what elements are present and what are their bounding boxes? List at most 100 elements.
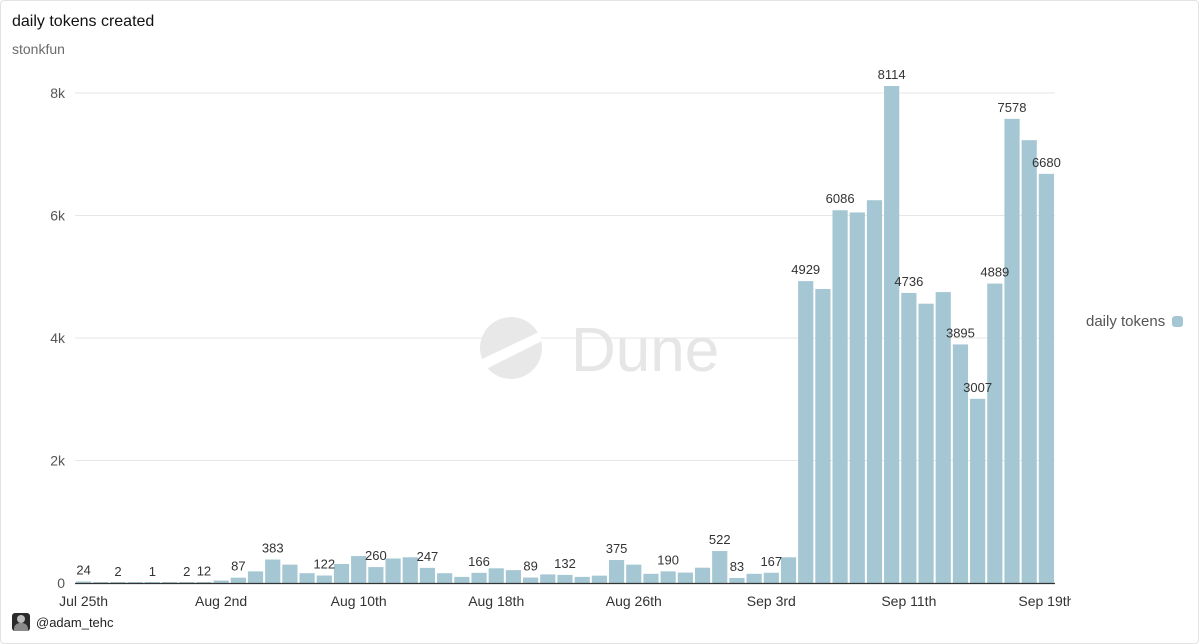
bar[interactable] — [419, 567, 436, 583]
bar[interactable] — [815, 289, 831, 583]
bar[interactable] — [574, 576, 590, 583]
author-handle: @adam_tehc — [36, 614, 114, 630]
author-footer[interactable]: @adam_tehc — [12, 613, 114, 631]
bar[interactable] — [265, 559, 281, 583]
x-tick-label: Sep 3rd — [747, 593, 796, 609]
bar[interactable] — [161, 582, 178, 583]
bar[interactable] — [970, 398, 986, 583]
data-label: 87 — [231, 559, 245, 574]
data-label: 4889 — [980, 265, 1009, 280]
bar[interactable] — [523, 577, 539, 583]
data-label: 83 — [730, 559, 744, 574]
data-label: 3895 — [946, 325, 975, 340]
legend[interactable]: daily tokens — [1086, 313, 1184, 330]
bar[interactable] — [832, 210, 848, 584]
bar[interactable] — [316, 575, 332, 583]
bar[interactable] — [385, 558, 401, 584]
data-label: 167 — [760, 554, 782, 569]
data-label: 522 — [709, 532, 731, 547]
data-label: 122 — [313, 557, 335, 572]
x-tick-label: Aug 26th — [606, 593, 662, 609]
bar[interactable] — [935, 292, 951, 583]
bar[interactable] — [402, 557, 418, 583]
bar[interactable] — [849, 212, 865, 583]
bar[interactable] — [763, 572, 779, 583]
bar[interactable] — [884, 86, 900, 583]
x-tick-label: Aug 10th — [331, 593, 387, 609]
bar[interactable] — [780, 557, 797, 583]
data-label: 4736 — [894, 274, 923, 289]
bar[interactable] — [1004, 118, 1020, 583]
bar[interactable] — [694, 567, 711, 583]
data-label: 12 — [197, 563, 211, 578]
bar[interactable] — [866, 200, 883, 583]
bar[interactable] — [987, 283, 1003, 583]
chart-title: daily tokens created — [12, 13, 155, 30]
bar[interactable] — [505, 570, 522, 583]
data-label: 3007 — [963, 380, 992, 395]
bar[interactable] — [746, 573, 762, 583]
y-tick-label: 8k — [50, 85, 66, 101]
avatar — [12, 613, 30, 631]
bar[interactable] — [76, 581, 92, 583]
data-label: 7578 — [998, 100, 1027, 115]
data-label: 24 — [76, 563, 90, 578]
bar[interactable] — [471, 572, 487, 583]
bar[interactable] — [196, 582, 212, 583]
data-label: 89 — [523, 559, 537, 574]
data-label: 6086 — [826, 191, 855, 206]
bar[interactable] — [729, 577, 745, 583]
y-tick-label: 2k — [50, 453, 66, 469]
legend-label: daily tokens — [1086, 313, 1166, 330]
y-tick-label: 0 — [57, 575, 65, 591]
bar[interactable] — [144, 582, 160, 583]
bar[interactable] — [1021, 140, 1037, 583]
bar[interactable] — [93, 582, 109, 583]
bar[interactable] — [901, 292, 917, 583]
bar[interactable] — [351, 556, 367, 583]
chart-subtitle: stonkfun — [12, 41, 65, 57]
bar[interactable] — [110, 582, 126, 583]
bar[interactable] — [213, 580, 229, 583]
bar[interactable] — [608, 560, 625, 583]
bar[interactable] — [282, 564, 298, 583]
bar[interactable] — [712, 551, 728, 583]
bar[interactable] — [179, 582, 195, 583]
data-label: 2 — [114, 564, 121, 579]
data-label: 247 — [417, 549, 439, 564]
bar[interactable] — [247, 571, 264, 583]
y-tick-label: 4k — [50, 330, 66, 346]
x-tick-label: Aug 2nd — [195, 593, 247, 609]
bar[interactable] — [918, 303, 934, 583]
data-label: 383 — [262, 541, 284, 556]
data-label: 4929 — [791, 262, 820, 277]
data-label: 166 — [468, 554, 490, 569]
bar[interactable] — [368, 567, 384, 583]
bar[interactable] — [230, 577, 246, 583]
bar[interactable] — [798, 281, 814, 583]
bar[interactable] — [1038, 173, 1054, 583]
data-label: 132 — [554, 556, 576, 571]
bar[interactable] — [437, 573, 453, 583]
bar[interactable] — [557, 574, 573, 583]
x-tick-label: Sep 19th — [1018, 593, 1071, 609]
bar[interactable] — [952, 344, 969, 583]
x-tick-label: Jul 25th — [59, 593, 108, 609]
bar[interactable] — [454, 576, 470, 583]
bar[interactable] — [127, 582, 143, 583]
bar[interactable] — [591, 575, 607, 583]
data-label: 6680 — [1032, 155, 1061, 170]
x-tick-label: Aug 18th — [468, 593, 524, 609]
bar[interactable] — [660, 571, 676, 583]
bar[interactable] — [488, 568, 504, 583]
dune-watermark: Dune — [571, 316, 719, 385]
bar[interactable] — [540, 574, 556, 583]
bar[interactable] — [626, 564, 642, 583]
bar[interactable] — [677, 572, 693, 583]
bar[interactable] — [643, 573, 659, 583]
bar[interactable] — [299, 573, 315, 583]
bar[interactable] — [333, 564, 350, 583]
x-tick-label: Sep 11th — [881, 593, 936, 609]
